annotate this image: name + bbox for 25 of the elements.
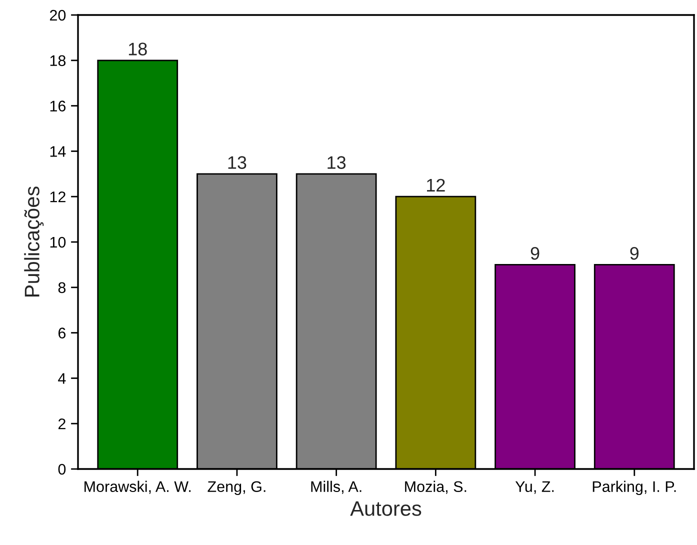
y-tick-label: 6 — [58, 328, 66, 338]
x-axis-title: Autores — [350, 501, 422, 516]
data-label: 9 — [630, 246, 639, 260]
data-label: 9 — [530, 246, 540, 260]
y-tick-label: 4 — [58, 373, 66, 384]
data-label: 13 — [328, 156, 346, 169]
data-label: 12 — [427, 178, 445, 192]
y-tick-label: 14 — [50, 146, 66, 157]
data-label: 13 — [228, 156, 246, 169]
y-tick-label: 20 — [50, 10, 66, 21]
y-tick-label: 2 — [58, 418, 66, 430]
x-tick-label: Yu, Z. — [515, 481, 554, 494]
x-tick-label: Mills, A. — [311, 480, 362, 494]
data-label: 18 — [128, 42, 147, 56]
x-tick-label: Mozia, S. — [405, 480, 466, 494]
x-tick-label: Zeng, G. — [208, 481, 266, 496]
y-tick-label: 10 — [50, 236, 66, 248]
y-tick-label: 12 — [50, 191, 66, 202]
y-axis-title: Publicações — [24, 186, 44, 296]
x-tick-label: Parking, I. P. — [592, 480, 676, 496]
y-tick-label: 16 — [50, 100, 66, 112]
y-tick-label: 18 — [50, 55, 66, 66]
y-tick-label: 0 — [58, 464, 66, 475]
y-tick-label: 8 — [58, 282, 66, 294]
x-tick-label: Morawski, A. W. — [84, 480, 191, 494]
